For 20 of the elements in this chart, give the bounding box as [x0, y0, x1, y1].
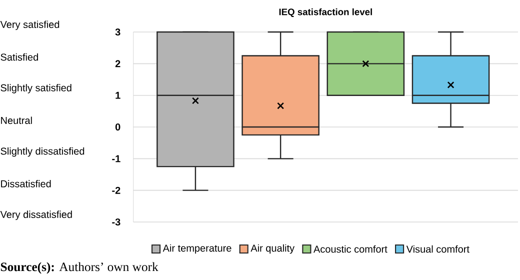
text: Dissatisfied [1, 180, 51, 188]
y-tick-label: -3 [112, 218, 120, 226]
y-tick-label: 1 [116, 92, 120, 99]
text: Neutral [1, 116, 32, 124]
y-tick-label: -1 [112, 155, 120, 162]
legend-label: Visual comfort [406, 245, 470, 253]
y-tick-label: 3 [115, 28, 120, 36]
legend-label: Air quality [250, 244, 295, 254]
y-tick-label: -2 [112, 186, 120, 194]
chart-title: IEQ satisfaction level [279, 8, 372, 17]
y-tick-label: 0 [115, 123, 120, 131]
text: Slightly dissatisfied [0, 147, 84, 157]
text: Source(s): Authors’ own work [0, 262, 158, 274]
text: Very dissatisfied [0, 210, 72, 220]
text: Very satisfied [0, 20, 60, 30]
legend-label: Acoustic comfort [314, 245, 388, 253]
legend-label: Air temperature [162, 244, 232, 254]
y-tick-label: 2 [115, 60, 120, 68]
text: Slightly satisfied [0, 84, 72, 94]
text: Satisfied [0, 53, 38, 61]
